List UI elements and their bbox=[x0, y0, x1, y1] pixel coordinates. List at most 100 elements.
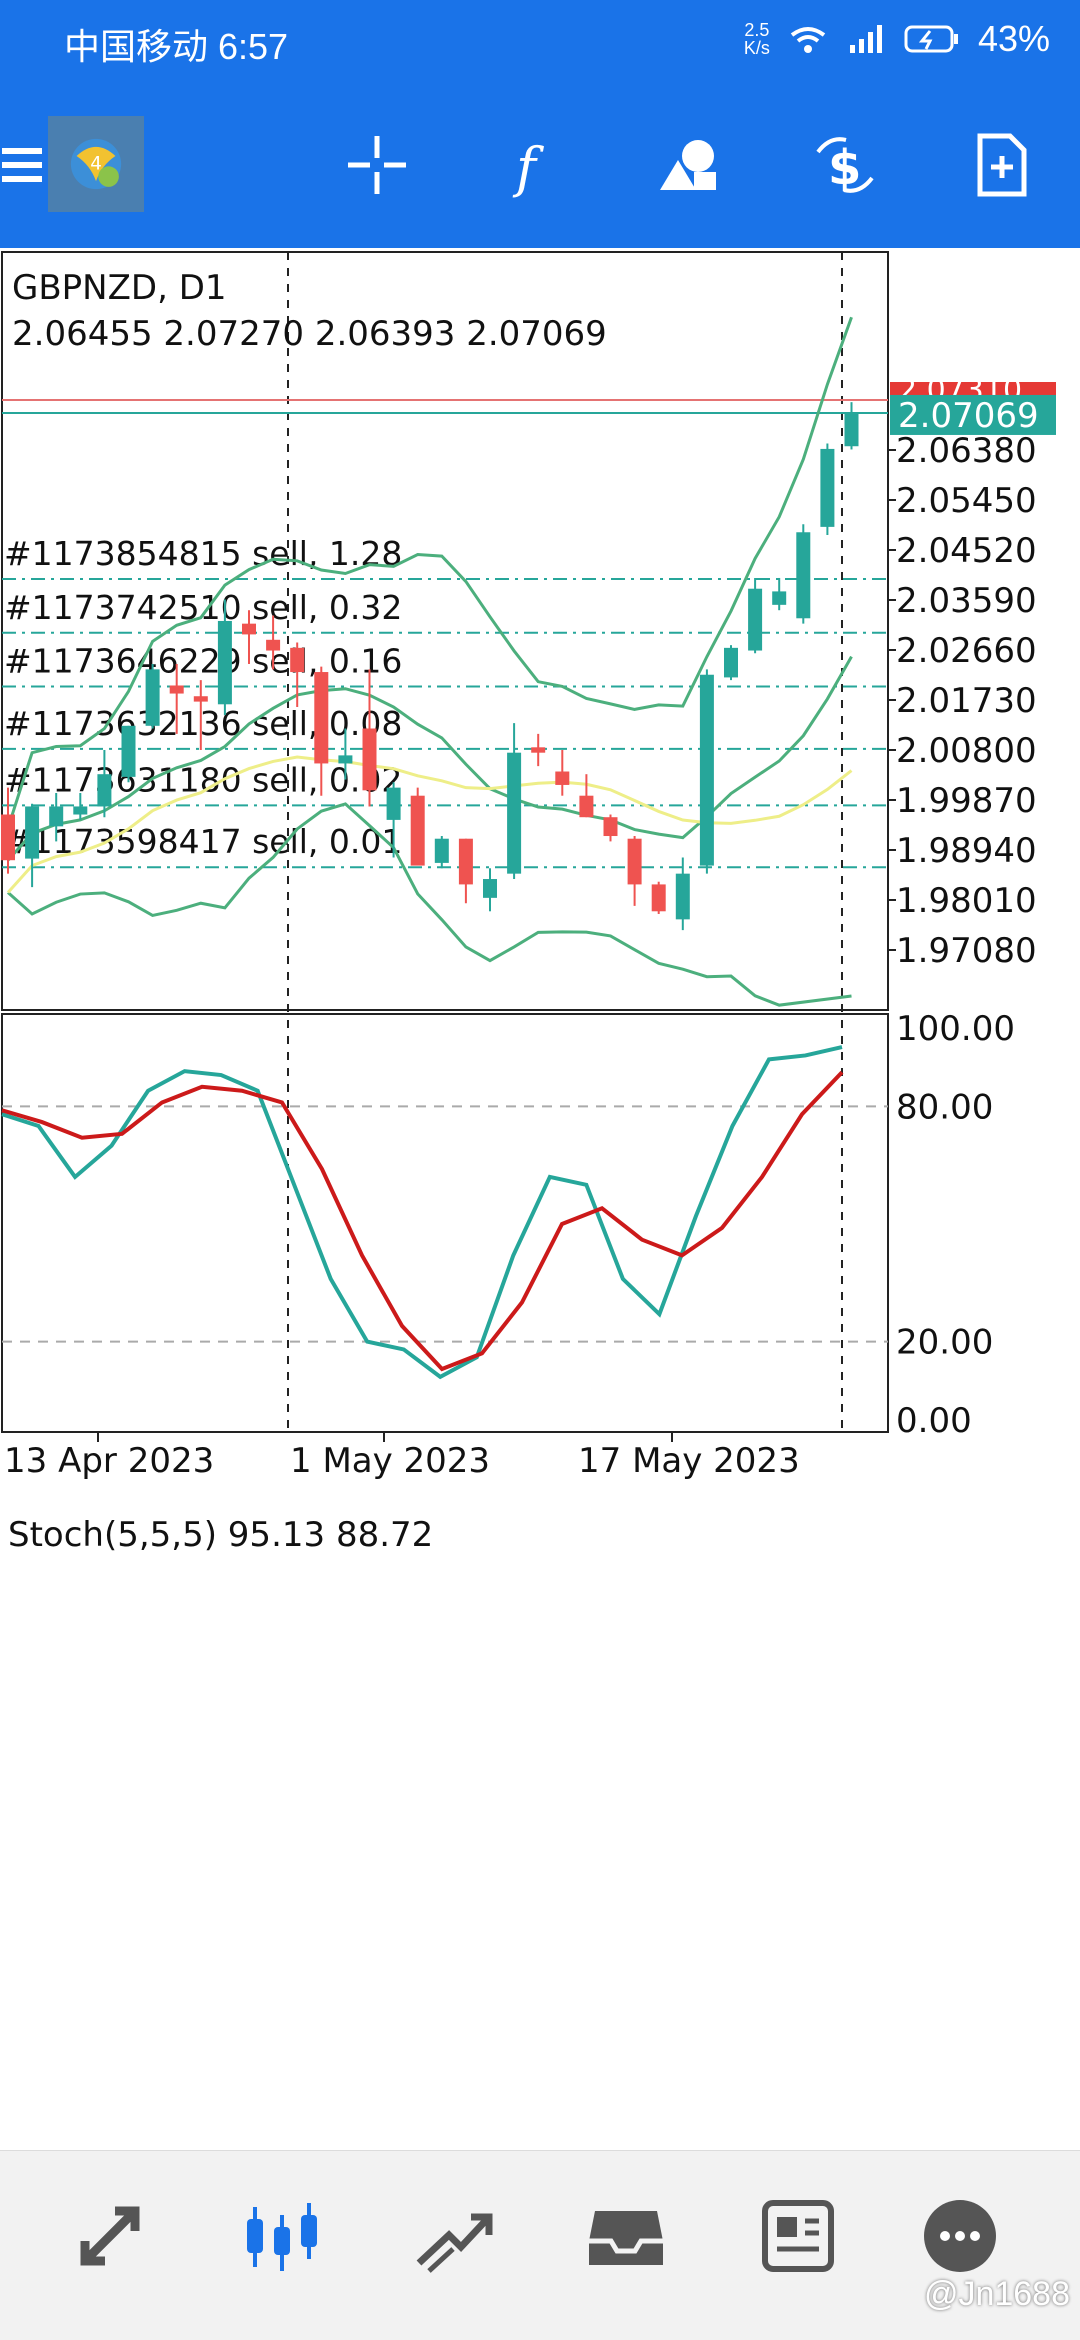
indicators-button[interactable]: f bbox=[488, 120, 578, 210]
new-order-icon bbox=[977, 133, 1027, 197]
candle-body bbox=[338, 755, 353, 764]
price-axis-label: 1.98010 bbox=[896, 881, 1037, 921]
indicator-f-icon: f bbox=[512, 136, 544, 199]
candle-body bbox=[121, 725, 136, 777]
order-label: #1173632136 sell, 0.08 bbox=[4, 704, 402, 743]
status-icons: 2.5 K/s 43% bbox=[744, 18, 1050, 60]
price-axis-label: 2.06380 bbox=[896, 431, 1037, 471]
battery-icon bbox=[904, 25, 958, 53]
bollinger-upper-line bbox=[6, 316, 853, 829]
nav-trade[interactable] bbox=[394, 2186, 514, 2286]
candle-body bbox=[434, 838, 449, 863]
trade-dollar-icon: $ bbox=[816, 137, 874, 196]
price-chart[interactable]: #1173854815 sell, 1.28 #1173742510 sell, … bbox=[0, 248, 1080, 2148]
app-logo: 4 bbox=[48, 116, 144, 212]
new-order-button[interactable] bbox=[956, 120, 1046, 210]
order-label: #1173646229 sell, 0.16 bbox=[4, 642, 402, 681]
candle-body bbox=[796, 532, 811, 619]
candle-body bbox=[169, 685, 184, 694]
candle-body bbox=[362, 728, 377, 791]
bottom-navigation: @Jn1688 bbox=[0, 2150, 1080, 2340]
candle-body bbox=[844, 412, 859, 447]
objects-icon bbox=[660, 140, 716, 190]
nav-chat[interactable] bbox=[900, 2186, 1020, 2286]
candle-body bbox=[651, 884, 666, 912]
quotes-arrows-icon bbox=[80, 2206, 140, 2266]
candle-body bbox=[145, 669, 160, 726]
price-axis-label: 2.00800 bbox=[896, 731, 1037, 771]
watermark: @Jn1688 bbox=[923, 2275, 1070, 2313]
candle-body bbox=[603, 817, 618, 837]
bollinger-lower-line bbox=[7, 802, 852, 1007]
order-label: #1173742510 sell, 0.32 bbox=[4, 588, 402, 627]
toolbar: 4 f $ bbox=[0, 80, 1080, 248]
net-speed: 2.5 K/s bbox=[743, 20, 770, 58]
candle-body bbox=[820, 448, 835, 527]
date-axis-label: 17 May 2023 bbox=[578, 1441, 800, 1481]
price-axis-label: 2.04520 bbox=[896, 531, 1037, 571]
chart-symbol: GBPNZD, D1 bbox=[12, 268, 227, 308]
price-axis-label: 1.97080 bbox=[896, 931, 1037, 971]
candle-body bbox=[627, 838, 642, 885]
candle-body bbox=[675, 873, 690, 920]
candle-body bbox=[772, 591, 787, 605]
candle-body bbox=[242, 623, 256, 635]
candle-body bbox=[410, 795, 425, 866]
main-plot-frame bbox=[1, 251, 889, 1011]
carrier-time: 中国移动 6:57 bbox=[64, 26, 289, 67]
objects-button[interactable] bbox=[644, 120, 734, 210]
price-axis-label: 2.05450 bbox=[896, 481, 1037, 521]
candle-body bbox=[507, 752, 522, 874]
date-axis-label: 1 May 2023 bbox=[290, 1441, 490, 1481]
status-bar: 中国移动 6:57 2.5 K/s 43% bbox=[0, 0, 1080, 80]
candle-body bbox=[314, 672, 329, 764]
nav-quotes[interactable] bbox=[50, 2186, 170, 2286]
candle-body bbox=[458, 838, 473, 885]
candle-body bbox=[555, 771, 570, 785]
candle-body bbox=[25, 806, 40, 859]
svg-text:$: $ bbox=[828, 140, 861, 196]
price-axis-label: 1.98940 bbox=[896, 831, 1037, 871]
candlestick-chart-icon bbox=[247, 2203, 317, 2271]
crosshair-button[interactable] bbox=[332, 120, 422, 210]
order-label: #1173631180 sell, 0.02 bbox=[4, 760, 402, 799]
chat-bubble-icon bbox=[924, 2200, 996, 2272]
candle-body bbox=[97, 774, 112, 807]
current-price-tag-text: 2.07069 bbox=[898, 396, 1039, 436]
nav-chart[interactable] bbox=[222, 2186, 342, 2286]
candle-body bbox=[49, 806, 64, 827]
wifi-icon bbox=[790, 27, 826, 53]
stoch-axis-label: 0.00 bbox=[896, 1401, 972, 1441]
news-icon bbox=[762, 2200, 834, 2272]
price-axis-label: 2.03590 bbox=[896, 581, 1037, 621]
svg-text:4: 4 bbox=[90, 154, 102, 175]
trade-button[interactable]: $ bbox=[800, 120, 890, 210]
stoch-indicator-label: Stoch(5,5,5) 95.13 88.72 bbox=[8, 1515, 434, 1555]
candle-body bbox=[748, 588, 763, 651]
nav-news[interactable] bbox=[738, 2186, 858, 2286]
stoch-signal-line bbox=[1, 1070, 844, 1372]
stoch-plot-frame bbox=[1, 1013, 889, 1433]
candle-body bbox=[386, 787, 401, 820]
chart-ohlc: 2.06455 2.07270 2.06393 2.07069 bbox=[12, 314, 607, 354]
menu-button[interactable] bbox=[0, 120, 62, 210]
menu-icon bbox=[2, 148, 42, 182]
candle-body bbox=[579, 795, 594, 818]
nav-history[interactable] bbox=[566, 2186, 686, 2286]
battery-percent: 43% bbox=[977, 18, 1050, 59]
app-logo-icon: 4 bbox=[70, 138, 122, 190]
current-price-tag bbox=[890, 394, 1056, 435]
candle-body bbox=[483, 879, 497, 898]
crosshair-icon bbox=[348, 136, 406, 194]
stoch-axis-label: 80.00 bbox=[896, 1087, 993, 1127]
candle-body bbox=[73, 806, 88, 815]
candle-body bbox=[217, 620, 232, 705]
candle-body bbox=[266, 639, 281, 651]
order-label: #1173854815 sell, 1.28 bbox=[4, 534, 402, 573]
stoch-axis-label: 20.00 bbox=[896, 1323, 993, 1363]
signal-icon bbox=[849, 25, 882, 53]
candle-body bbox=[290, 647, 305, 673]
candle-body bbox=[193, 696, 208, 702]
chart-area[interactable]: #1173854815 sell, 1.28 #1173742510 sell, … bbox=[0, 248, 1080, 2148]
stoch-main-line bbox=[1, 1045, 843, 1380]
